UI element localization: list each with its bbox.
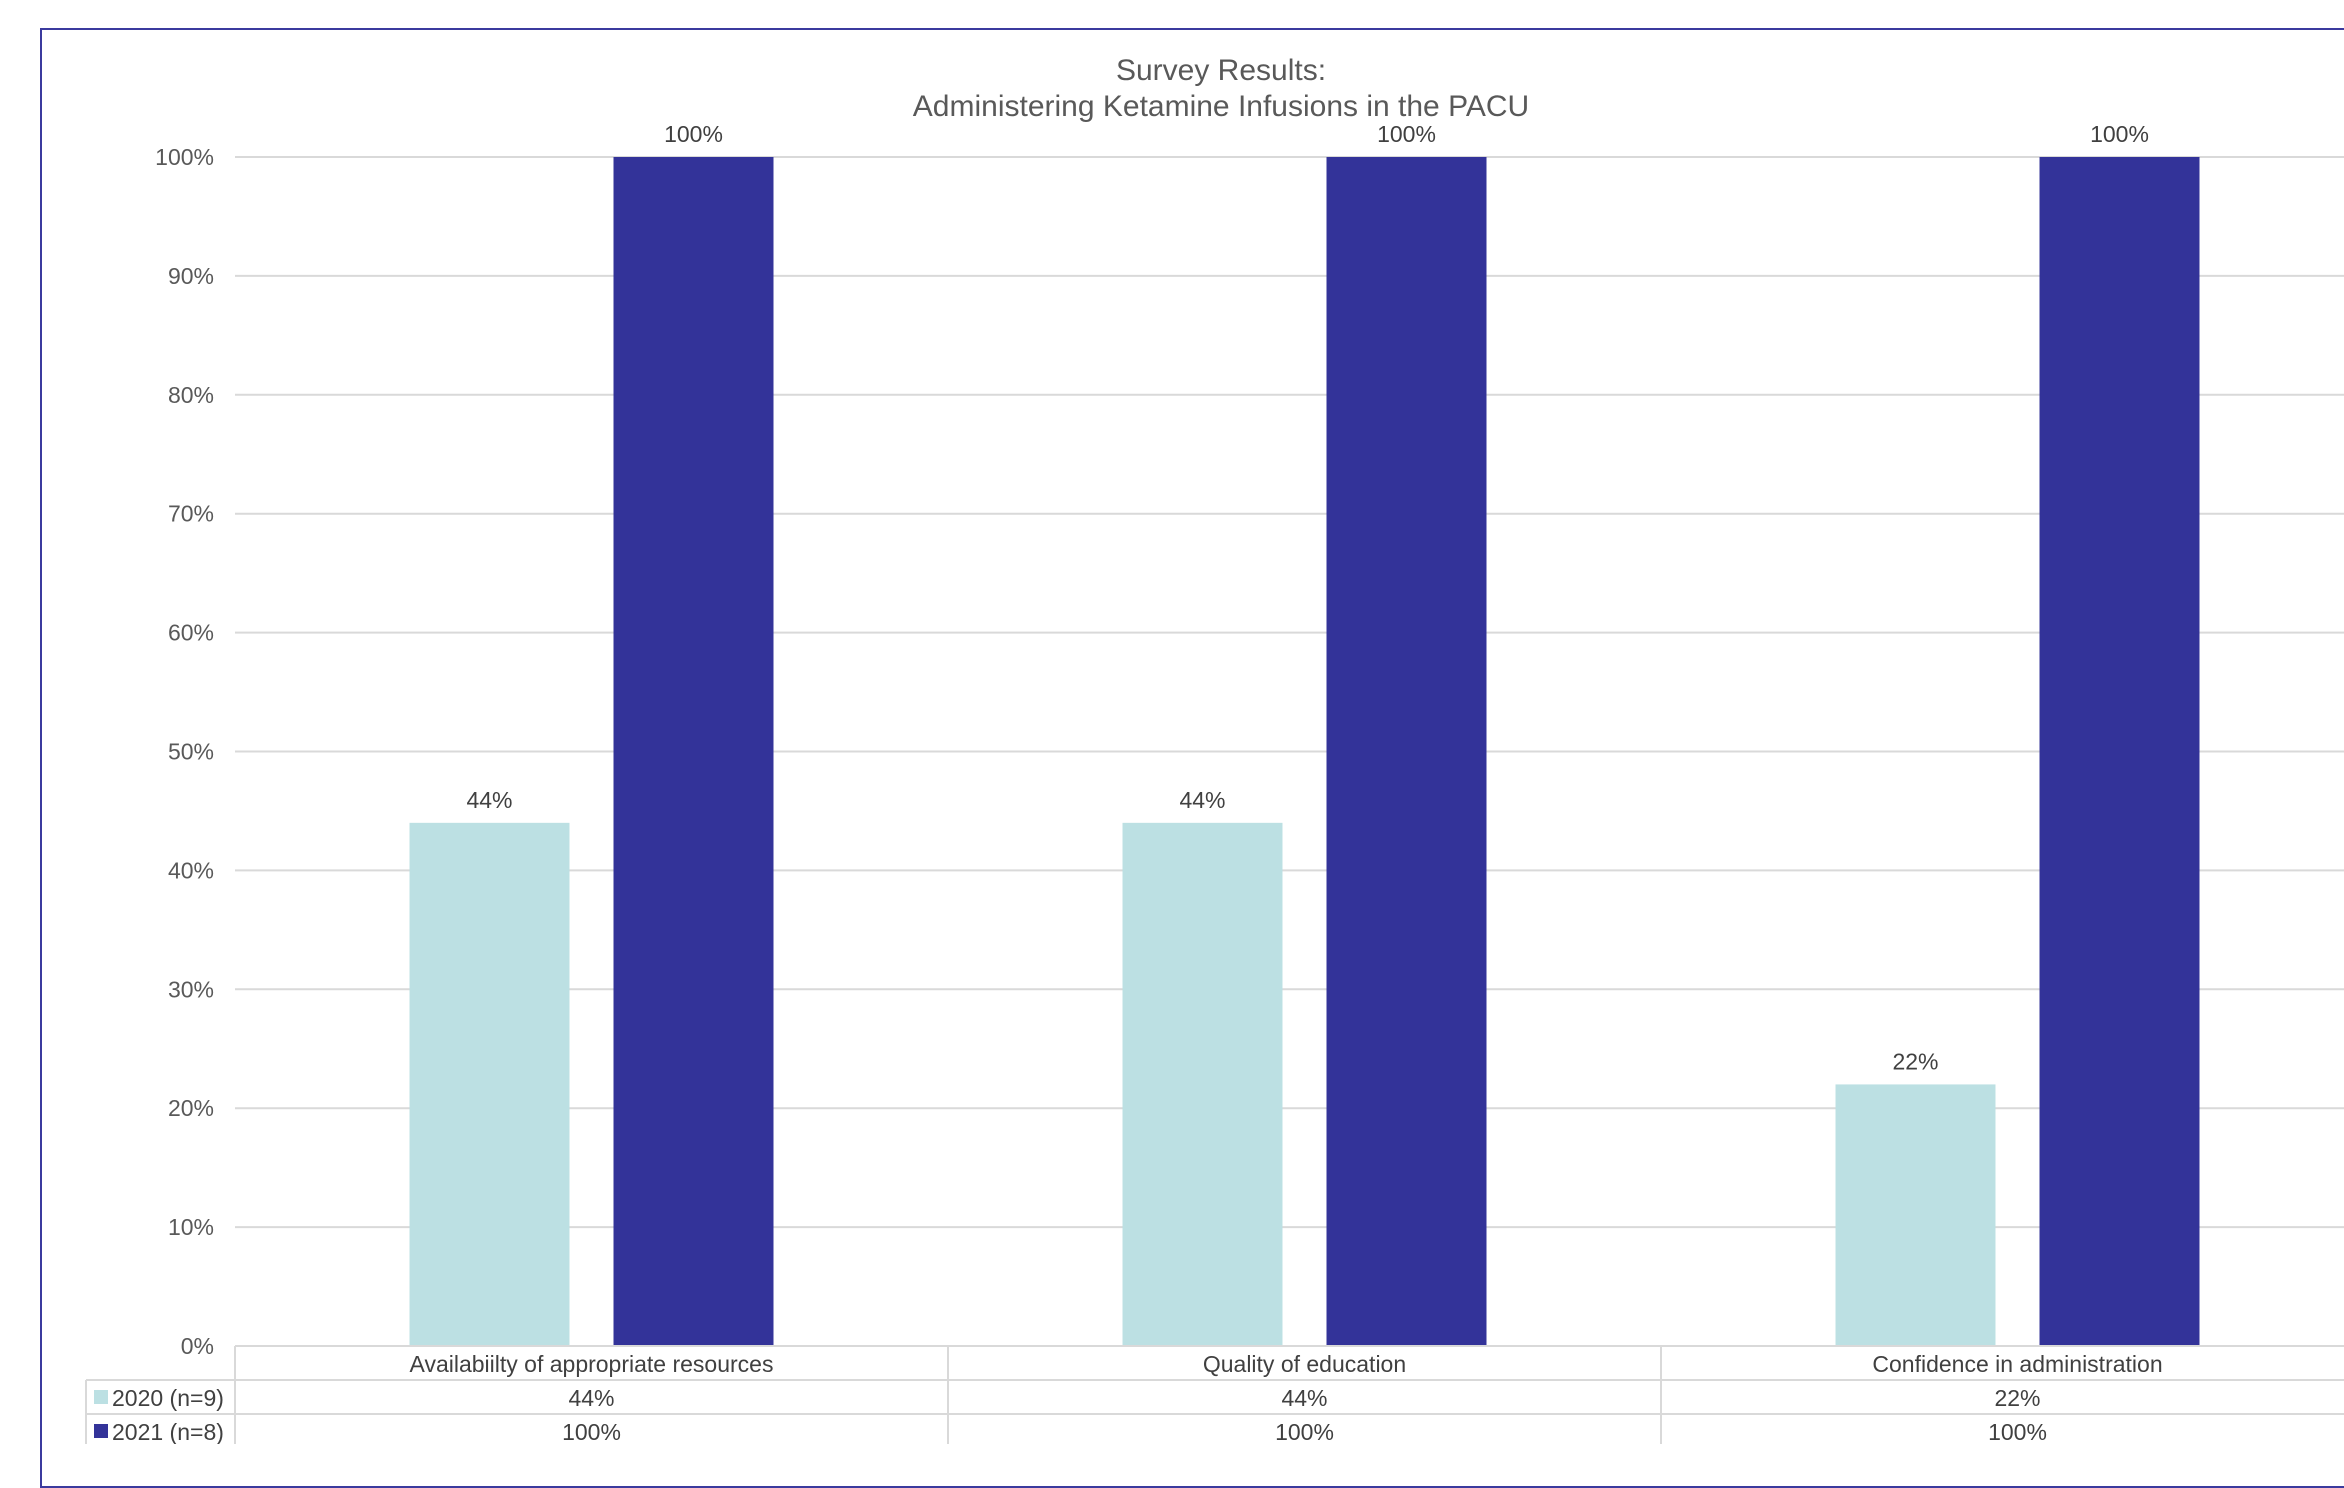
data-label: 44% (1179, 787, 1225, 813)
table-cell: 22% (1994, 1385, 2040, 1411)
table-cell: 44% (568, 1385, 614, 1411)
y-tick-label: 80% (168, 382, 214, 408)
y-tick-label: 20% (168, 1095, 214, 1121)
y-tick-label: 50% (168, 739, 214, 765)
table-cell: 100% (1988, 1419, 2047, 1444)
bar-2020 (1122, 822, 1283, 1346)
data-label: 44% (466, 787, 512, 813)
legend-swatch (94, 1390, 108, 1404)
y-tick-label: 40% (168, 857, 214, 883)
bar-2021 (613, 157, 774, 1346)
bar-2021 (2039, 157, 2200, 1346)
data-label: 100% (2090, 121, 2149, 147)
y-tick-label: 0% (181, 1333, 214, 1359)
y-tick-label: 10% (168, 1214, 214, 1240)
legend-label: 2021 (n=8) (112, 1419, 224, 1444)
bar-2021 (1326, 157, 1487, 1346)
data-label: 100% (1377, 121, 1436, 147)
data-label: 100% (664, 121, 723, 147)
y-tick-label: 30% (168, 976, 214, 1002)
category-label: Confidence in administration (1872, 1351, 2162, 1377)
chart-title-line-2: Administering Ketamine Infusions in the … (913, 90, 1529, 123)
category-label: Quality of education (1203, 1351, 1406, 1377)
y-tick-label: 60% (168, 620, 214, 646)
bar-2020 (1835, 1084, 1996, 1346)
y-tick-label: 70% (168, 501, 214, 527)
data-label: 22% (1892, 1048, 1938, 1074)
legend-label: 2020 (n=9) (112, 1385, 224, 1411)
category-label: Availabiilty of appropriate resources (410, 1351, 774, 1377)
bar-2020 (409, 822, 570, 1346)
bar-chart: Survey Results: Administering Ketamine I… (85, 54, 2344, 1444)
y-tick-label: 100% (155, 144, 214, 170)
table-cell: 44% (1281, 1385, 1327, 1411)
y-tick-label: 90% (168, 263, 214, 289)
table-cell: 100% (562, 1419, 621, 1444)
legend-swatch (94, 1424, 108, 1438)
chart-title-line-1: Survey Results: (1116, 54, 1326, 87)
table-cell: 100% (1275, 1419, 1334, 1444)
